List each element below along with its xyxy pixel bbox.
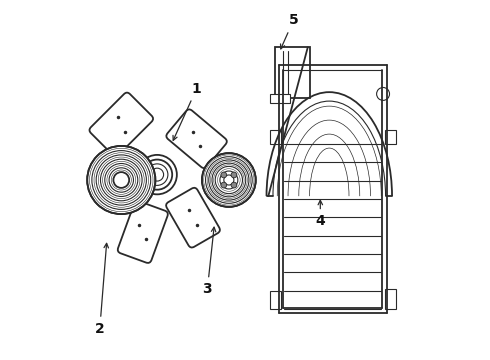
- Circle shape: [221, 182, 227, 188]
- Bar: [270, 94, 290, 103]
- FancyBboxPatch shape: [166, 109, 227, 168]
- FancyBboxPatch shape: [90, 93, 153, 156]
- Circle shape: [231, 182, 237, 188]
- Text: 5: 5: [281, 13, 298, 49]
- Bar: [270, 130, 281, 144]
- Circle shape: [231, 172, 237, 178]
- Bar: [275, 47, 310, 98]
- Text: 1: 1: [173, 82, 201, 140]
- Text: 3: 3: [202, 227, 216, 296]
- Circle shape: [221, 172, 227, 178]
- Bar: [385, 130, 395, 144]
- Circle shape: [202, 153, 256, 207]
- Circle shape: [137, 155, 177, 194]
- Bar: [385, 289, 395, 309]
- Text: 2: 2: [95, 243, 108, 336]
- FancyBboxPatch shape: [118, 201, 168, 263]
- Text: 4: 4: [316, 200, 325, 228]
- FancyBboxPatch shape: [166, 188, 220, 248]
- Bar: [270, 291, 281, 309]
- Circle shape: [142, 159, 172, 190]
- Circle shape: [87, 146, 155, 214]
